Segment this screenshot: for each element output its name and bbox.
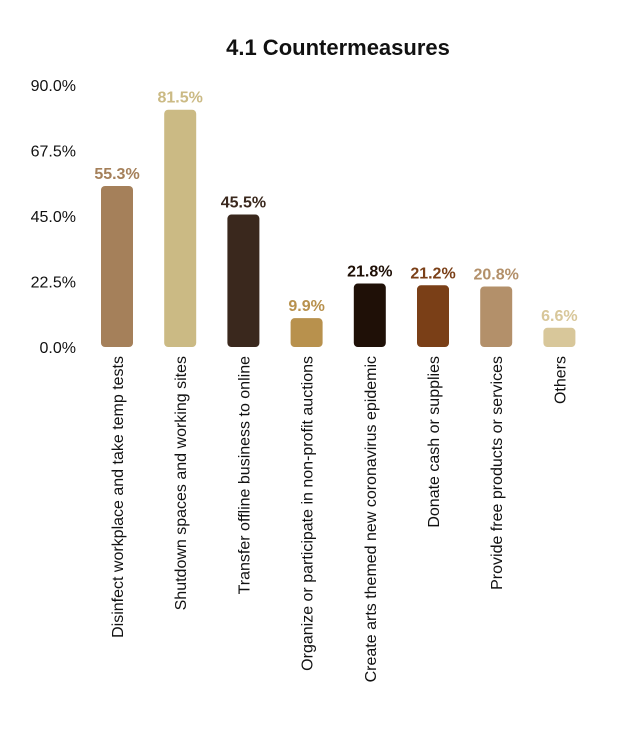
bar	[480, 286, 513, 347]
bar	[543, 327, 576, 347]
y-tick-label: 22.5%	[31, 275, 76, 292]
bar	[353, 283, 386, 347]
bar-value-label: 45.5%	[221, 195, 266, 212]
bar	[101, 186, 133, 347]
y-tick-label: 0.0%	[40, 340, 76, 357]
y-axis: 90.0% 67.5% 45.0% 22.5% 0.0%	[31, 78, 76, 357]
bar-value-label: 55.3%	[94, 166, 139, 183]
x-tick-label: Create arts themed new coronavirus epide…	[363, 356, 380, 682]
x-tick-label: Shutdown spaces and working sites	[173, 356, 190, 610]
x-axis-labels: Disinfect workplace and take temp tests S…	[110, 356, 569, 682]
bar	[290, 318, 323, 347]
bar	[417, 285, 449, 347]
x-tick-label: Provide free products or services	[489, 356, 506, 590]
bar-value-label: 20.8%	[474, 266, 519, 283]
bar-value-label: 6.6%	[541, 308, 577, 325]
bar	[164, 109, 197, 347]
x-tick-label: Organize or participate in non-profit au…	[300, 356, 317, 671]
bar	[227, 214, 260, 347]
x-tick-label: Others	[552, 356, 569, 404]
value-labels: 55.3% 81.5% 45.5% 9.9% 21.8% 21.2% 20.8% 6.6%	[94, 90, 577, 325]
bar-value-label: 81.5%	[158, 90, 203, 107]
x-tick-label: Disinfect workplace and take temp tests	[110, 356, 127, 638]
bar-value-label: 21.2%	[410, 265, 455, 282]
x-tick-label: Transfer offline business to online	[236, 356, 253, 594]
bars	[101, 109, 576, 347]
y-tick-label: 90.0%	[31, 78, 76, 95]
bar-value-label: 9.9%	[288, 298, 324, 315]
bar-value-label: 21.8%	[347, 264, 392, 281]
y-tick-label: 67.5%	[31, 144, 76, 161]
chart-title: 4.1 Countermeasures	[226, 35, 450, 60]
x-tick-label: Donate cash or supplies	[426, 356, 443, 528]
y-tick-label: 45.0%	[31, 209, 76, 226]
